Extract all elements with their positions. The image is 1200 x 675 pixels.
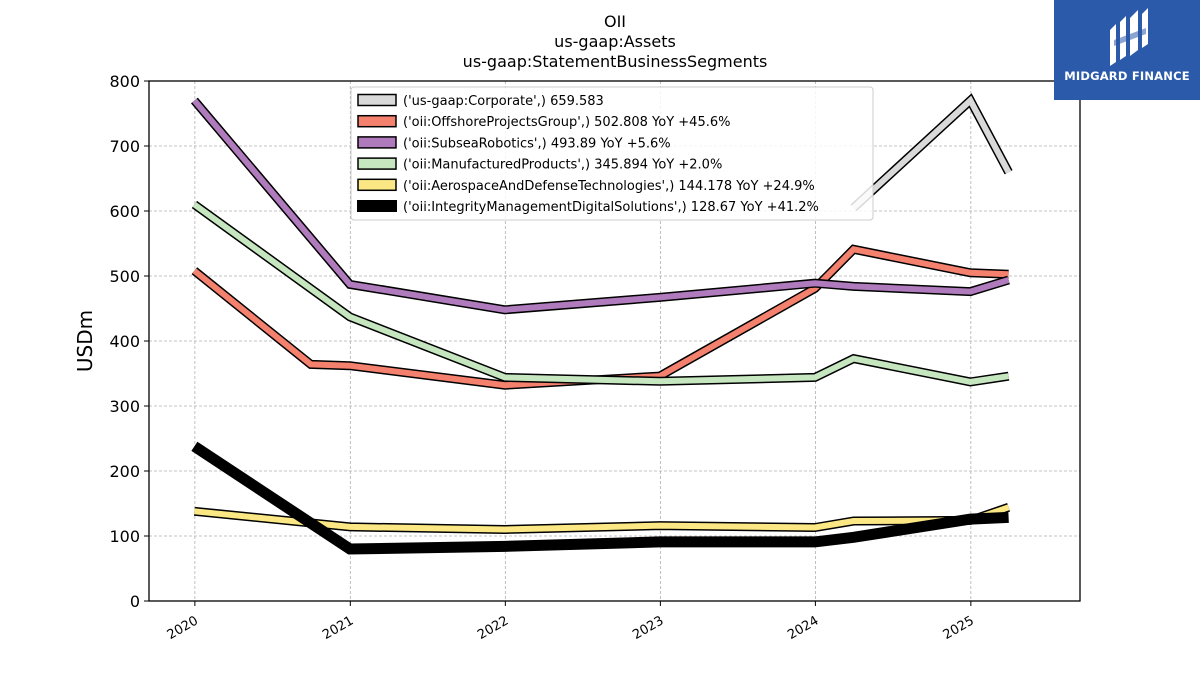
chart-title-line-2: us-gaap:Assets [554,32,676,51]
midgard-finance-logo: MIDGARD FINANCE [1054,0,1200,100]
series-line [192,202,1010,385]
legend-label: ('oii:AerospaceAndDefenseTechnologies',)… [403,179,815,194]
y-axis-label: USDm [73,310,97,372]
y-tick-label: 100 [109,527,140,546]
legend-swatch [357,114,397,128]
series-line [851,95,1012,211]
legend-swatch [357,136,397,149]
legend: ('us-gaap:Corporate',) 659.583 ('oii:Offs… [350,86,874,221]
y-tick-label: 700 [109,137,140,156]
x-tick-label: 2021 [320,613,356,643]
y-tick-label: 200 [109,462,140,481]
y-tick-label: 500 [109,267,140,286]
x-tick-label: 2025 [941,613,977,643]
chart-title-line-1: OII [604,12,626,31]
series-lines [190,93,1013,555]
legend-swatch [357,178,397,192]
logo-text: MIDGARD FINANCE [1064,69,1190,83]
legend-label: ('us-gaap:Corporate',) 659.583 [403,94,604,109]
y-tick-label: 400 [109,332,140,351]
legend-label: ('oii:SubseaRobotics',) 493.89 YoY +5.6% [403,136,671,151]
series-line [191,441,1009,555]
y-tick-label: 300 [109,397,140,416]
y-tick-label: 800 [109,72,140,91]
logo-mark-icon [1110,8,1148,66]
legend-swatch [357,200,397,212]
x-tick-label: 2020 [165,613,201,643]
legend-box [350,86,874,221]
y-tick-label: 600 [109,202,140,221]
legend-label: ('oii:IntegrityManagementDigitalSolution… [403,200,819,215]
legend-swatch [357,93,397,107]
series-line-outline [850,93,1013,212]
y-tick-label: 0 [130,592,140,611]
x-tick-label: 2024 [785,613,821,643]
legend-label: ('oii:ManufacturedProducts',) 345.894 Yo… [403,158,722,173]
x-tick-label: 2023 [630,613,666,643]
legend-swatch [357,157,397,170]
legend-label: ('oii:OffshoreProjectsGroup',) 502.808 Y… [403,115,730,130]
series-line [192,246,1009,389]
series-line [192,98,1010,313]
chart-title-line-3: us-gaap:StatementBusinessSegments [463,52,768,71]
x-tick-label: 2022 [475,613,511,643]
